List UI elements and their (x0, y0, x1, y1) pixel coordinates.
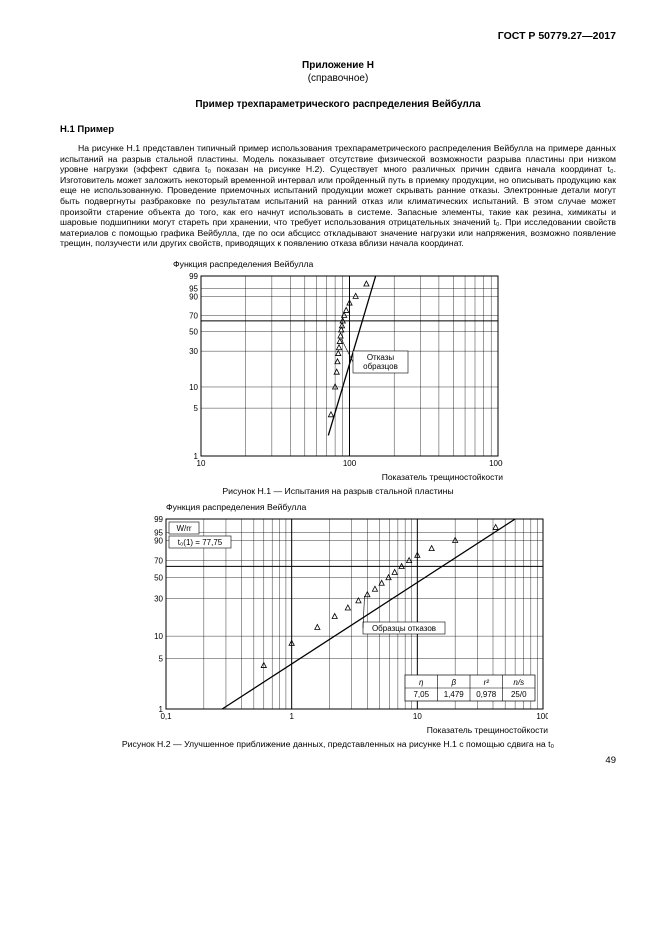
document-id: ГОСТ Р 50779.27—2017 (60, 30, 616, 42)
svg-text:1: 1 (289, 712, 294, 721)
svg-text:100: 100 (343, 459, 357, 468)
figure-1-chart: 1510305070909599101001000Отказыобразцов (173, 271, 503, 471)
svg-text:1000: 1000 (489, 459, 503, 468)
svg-text:25/0: 25/0 (511, 690, 527, 699)
svg-text:70: 70 (189, 312, 198, 321)
svg-text:10: 10 (197, 459, 206, 468)
svg-text:90: 90 (154, 537, 163, 546)
svg-text:Отказы: Отказы (367, 353, 395, 362)
svg-text:10: 10 (154, 632, 163, 641)
svg-text:0,1: 0,1 (160, 712, 172, 721)
figure-2-xlabel: Показатель трещиностойкости (128, 725, 548, 735)
figure-2-caption: Рисунок Н.2 — Улучшенное приближение дан… (60, 739, 616, 749)
svg-text:10: 10 (413, 712, 422, 721)
appendix-note: (справочное) (308, 73, 369, 84)
svg-text:95: 95 (154, 528, 163, 537)
svg-text:образцов: образцов (363, 362, 398, 371)
svg-text:5: 5 (159, 655, 164, 664)
body-paragraph: На рисунке Н.1 представлен типичный прим… (60, 143, 616, 249)
svg-text:r²: r² (484, 678, 490, 687)
svg-text:10: 10 (189, 383, 198, 392)
svg-text:1,479: 1,479 (444, 690, 465, 699)
svg-text:90: 90 (189, 292, 198, 301)
section-title: Пример трехпараметрического распределени… (60, 99, 616, 110)
subsection-heading: Н.1 Пример (60, 124, 616, 135)
svg-text:50: 50 (189, 328, 198, 337)
figure-2-ylabel: Функция распределения Вейбулла (166, 502, 548, 512)
appendix-label: Приложение Н (302, 60, 374, 71)
page-number: 49 (60, 755, 616, 766)
figure-2-chart: 15103050709095990,1110100W/rrt₀(1) = 77,… (128, 514, 548, 724)
svg-text:50: 50 (154, 574, 163, 583)
svg-text:n/s: n/s (513, 678, 524, 687)
figure-1-caption: Рисунок Н.1 — Испытания на разрыв стальн… (60, 486, 616, 496)
svg-text:30: 30 (154, 594, 163, 603)
svg-text:W/rr: W/rr (176, 524, 191, 533)
svg-text:100: 100 (536, 712, 548, 721)
svg-text:70: 70 (154, 557, 163, 566)
appendix-header: Приложение Н (справочное) (60, 60, 616, 85)
svg-text:99: 99 (189, 272, 198, 281)
figure-2: Функция распределения Вейбулла 1 5 10 30 50 7… (60, 502, 616, 735)
figure-1: Функция распределения Вейбулла 151030507… (60, 259, 616, 496)
svg-text:Образцы отказов: Образцы отказов (372, 624, 436, 633)
svg-text:95: 95 (189, 285, 198, 294)
svg-text:99: 99 (154, 515, 163, 524)
svg-text:η: η (419, 678, 424, 687)
svg-text:5: 5 (194, 404, 199, 413)
svg-text:30: 30 (189, 347, 198, 356)
svg-text:t₀(1) = 77,75: t₀(1) = 77,75 (178, 538, 223, 547)
svg-text:β: β (450, 678, 456, 687)
svg-text:0,978: 0,978 (476, 690, 497, 699)
figure-1-xlabel: Показатель трещиностойкости (173, 472, 503, 482)
svg-text:7,05: 7,05 (413, 690, 429, 699)
figure-1-ylabel: Функция распределения Вейбулла (173, 259, 503, 269)
